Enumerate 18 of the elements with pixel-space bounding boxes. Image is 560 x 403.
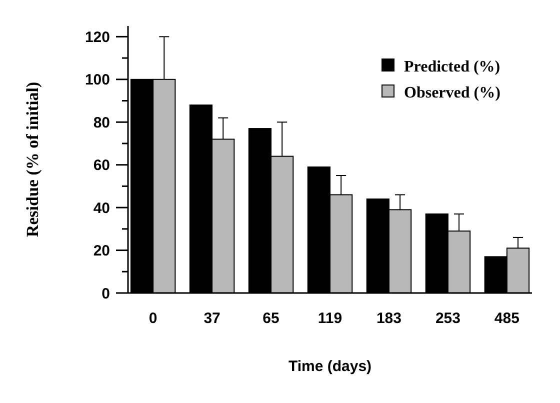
- x-axis-title: Time (days): [288, 358, 372, 375]
- x-tick-label: 37: [204, 310, 220, 327]
- y-tick-label: 120: [84, 28, 110, 46]
- y-tick-label: 40: [93, 200, 110, 217]
- x-tick-label: 183: [376, 310, 402, 327]
- x-tick-label: 65: [262, 310, 280, 327]
- legend-label: Observed (%): [404, 84, 500, 102]
- legend-label: Predicted (%): [404, 58, 500, 76]
- y-tick-label: 0: [102, 285, 110, 302]
- y-tick-label: 100: [84, 72, 110, 89]
- x-tick-label: 253: [435, 310, 460, 327]
- x-tick-label: 119: [318, 310, 342, 327]
- x-tick-label: 0: [148, 310, 158, 327]
- y-tick-label: 80: [93, 114, 110, 132]
- y-tick-label: 20: [93, 242, 110, 260]
- y-axis-title: Residue (% of initial): [23, 82, 42, 238]
- y-tick-label: 60: [93, 157, 110, 174]
- x-tick-label: 485: [494, 310, 520, 327]
